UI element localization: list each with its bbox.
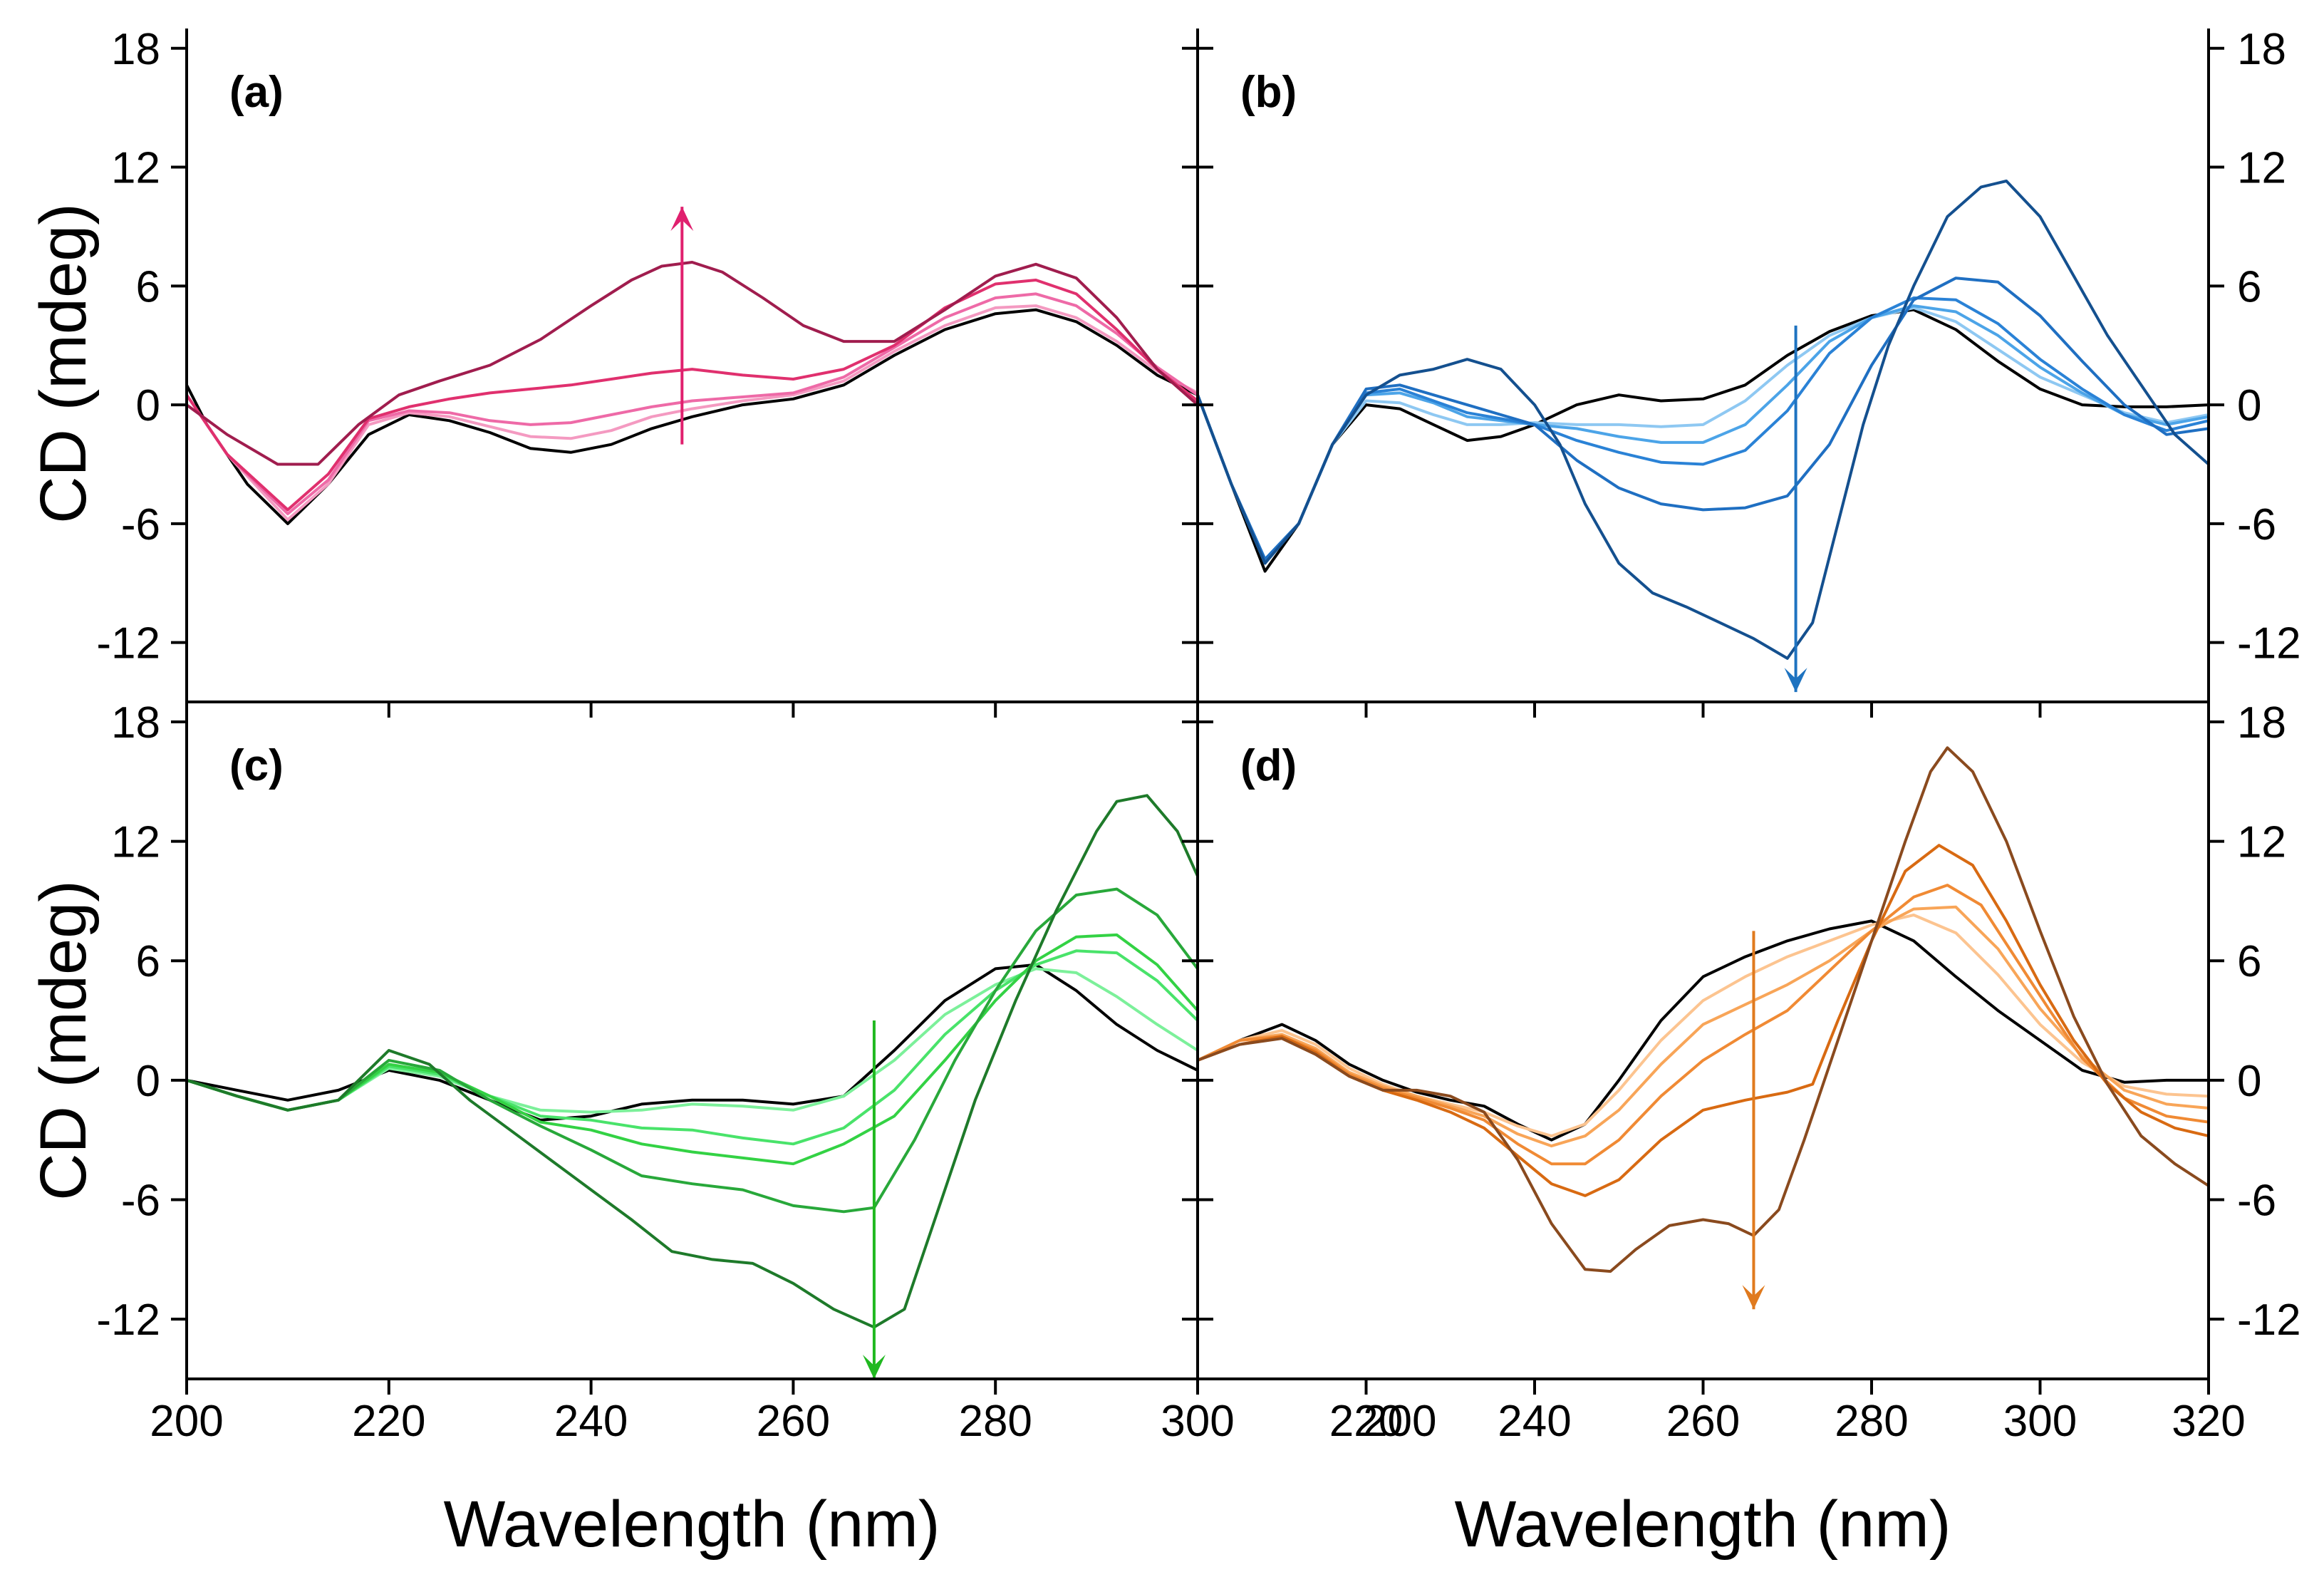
panel-b: (b) bbox=[1198, 68, 2209, 693]
series-line-black bbox=[187, 963, 1198, 1122]
y-tick-label: 0 bbox=[136, 381, 160, 430]
x-tick-label: 200 bbox=[1363, 1397, 1436, 1446]
trend-arrow-head bbox=[670, 207, 694, 232]
y-tick-label: 0 bbox=[2237, 1057, 2261, 1106]
panel-a: (a) bbox=[187, 68, 1198, 525]
y-tick-label: 12 bbox=[2237, 144, 2286, 193]
y-tick-label: -6 bbox=[2237, 500, 2276, 549]
y-tick-label: 6 bbox=[2237, 262, 2261, 311]
x-axis-title-left: Wavelength (nm) bbox=[443, 1488, 940, 1561]
series-line-dark-magenta bbox=[187, 261, 1198, 466]
y-tick-label: 12 bbox=[2237, 818, 2286, 867]
series-line-light-green bbox=[187, 967, 1198, 1114]
x-tick-label: 240 bbox=[554, 1397, 628, 1446]
trend-arrow-head bbox=[1784, 668, 1807, 693]
x-tick-label: 300 bbox=[2003, 1397, 2077, 1446]
panel-label: (b) bbox=[1240, 68, 1297, 117]
series-line-light-orange bbox=[1198, 905, 2209, 1148]
y-axis-title-top: CD (mdeg) bbox=[27, 203, 100, 524]
ticks-layer: 18 12 6 0 -6 -12 18 12 6 0 -6 -12 18 12 6 0 -6 -12 18 12 6 0 -… bbox=[96, 25, 2300, 1446]
x-tick-label: 260 bbox=[1666, 1397, 1740, 1446]
labels-layer: CD (mdeg) CD (mdeg) Wavelength (nm) Wave… bbox=[27, 203, 1951, 1561]
series-group bbox=[1198, 746, 2209, 1273]
series-line-brown bbox=[1198, 746, 2209, 1273]
y-tick-label: 18 bbox=[111, 698, 160, 748]
y-tick-label: 18 bbox=[111, 25, 160, 74]
x-axis-title-right: Wavelength (nm) bbox=[1454, 1488, 1951, 1561]
y-tick-label: 6 bbox=[2237, 937, 2261, 986]
y-tick-label: 0 bbox=[2237, 381, 2261, 430]
x-tick-label: 240 bbox=[1498, 1397, 1571, 1446]
series-line-green bbox=[187, 933, 1198, 1166]
trend-arrow-head bbox=[862, 1355, 886, 1379]
series-line-dark-green bbox=[187, 794, 1198, 1329]
series-line-light-pink bbox=[187, 304, 1198, 522]
y-tick-label: 6 bbox=[136, 937, 160, 986]
series-line-dark-blue bbox=[1198, 180, 2209, 660]
y-tick-label: -6 bbox=[121, 500, 160, 549]
series-group bbox=[187, 794, 1198, 1329]
x-tick-label: 220 bbox=[1329, 1397, 1403, 1446]
y-tick-label: -12 bbox=[2237, 1296, 2301, 1345]
series-line-blue bbox=[1198, 296, 2209, 561]
series-line-mint-green bbox=[187, 949, 1198, 1146]
y-tick-label: -12 bbox=[96, 619, 160, 668]
x-tick-label: 260 bbox=[757, 1397, 830, 1446]
y-tick-label: 0 bbox=[136, 1057, 160, 1106]
series-line-orange bbox=[1198, 884, 2209, 1166]
y-tick-label: 12 bbox=[111, 144, 160, 193]
y-tick-label: 18 bbox=[2237, 698, 2286, 748]
series-group bbox=[1198, 180, 2209, 660]
y-tick-label: 12 bbox=[111, 818, 160, 867]
series-line-sky-blue bbox=[1198, 304, 2209, 561]
x-tick-label: 280 bbox=[1835, 1397, 1908, 1446]
panel-c: (c) bbox=[187, 741, 1198, 1379]
panel-label: (d) bbox=[1240, 741, 1297, 790]
x-tick-label: 280 bbox=[958, 1397, 1032, 1446]
panels-layer: (a) (b) (c) (d) bbox=[187, 68, 2209, 1379]
y-tick-label: 6 bbox=[136, 262, 160, 311]
series-line-peach bbox=[1198, 914, 2209, 1138]
x-tick-label: 200 bbox=[150, 1397, 223, 1446]
y-tick-label: 18 bbox=[2237, 25, 2286, 74]
series-line-magenta bbox=[187, 279, 1198, 512]
series-line-black bbox=[1198, 919, 2209, 1142]
y-tick-label: -6 bbox=[2237, 1177, 2276, 1226]
panel-d: (d) bbox=[1198, 741, 2209, 1310]
y-tick-label: -12 bbox=[2237, 619, 2301, 668]
y-tick-label: -6 bbox=[121, 1177, 160, 1226]
x-tick-label: 320 bbox=[2172, 1397, 2245, 1446]
series-group bbox=[187, 261, 1198, 525]
series-line-black bbox=[187, 308, 1198, 525]
series-line-medium-green bbox=[187, 887, 1198, 1214]
y-axis-title-bottom: CD (mdeg) bbox=[27, 880, 100, 1201]
panel-label: (c) bbox=[229, 741, 284, 790]
trend-arrow-head bbox=[1742, 1285, 1765, 1310]
panel-label: (a) bbox=[229, 68, 284, 117]
series-line-pink bbox=[187, 292, 1198, 515]
x-tick-label: 220 bbox=[352, 1397, 425, 1446]
series-line-light-blue bbox=[1198, 306, 2209, 565]
y-tick-label: -12 bbox=[96, 1296, 160, 1345]
series-line-black bbox=[1198, 308, 2209, 573]
x-tick-label: 300 bbox=[1161, 1397, 1234, 1446]
